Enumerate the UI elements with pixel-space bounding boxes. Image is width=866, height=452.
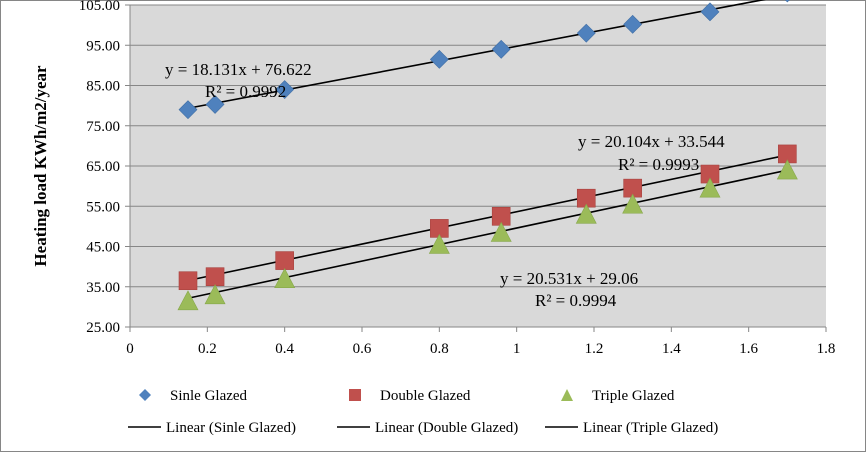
data-point-triangle-0 (177, 290, 199, 311)
legend-marker-triangle (561, 389, 573, 401)
data-markers (177, 0, 798, 311)
data-point-square-1 (205, 267, 225, 286)
y-tick-label: 45.00 (86, 240, 120, 256)
y-tick-label: 35.00 (86, 280, 120, 296)
trendline-r2-2: R² = 0.9994 (535, 291, 617, 310)
trendline-equation-2: y = 20.531x + 29.06 (500, 269, 638, 288)
y-tick-label: 85.00 (86, 79, 120, 95)
trendline-equation-1: y = 20.104x + 33.544 (578, 132, 725, 151)
legend-label-series-0: Sinle Glazed (170, 388, 248, 404)
y-tick-label: 25.00 (86, 320, 120, 336)
y-axis-title: Heating load KWh/m2/year (31, 65, 50, 267)
data-point-square-2 (275, 251, 294, 270)
legend-marker-square (349, 389, 361, 401)
equation-labels: y = 18.131x + 76.622 R² = 0.9992 y = 20.10… (165, 60, 725, 310)
y-tick-label: 105.00 (79, 0, 120, 14)
x-tick-label: 0.6 (353, 341, 372, 357)
data-point-diamond-5 (576, 23, 596, 43)
data-point-diamond-6 (623, 14, 643, 34)
y-tick-label: 95.00 (86, 38, 120, 54)
data-point-triangle-3 (428, 233, 450, 254)
legend-label-trend-0: Linear (Sinle Glazed) (166, 420, 296, 436)
data-point-triangle-5 (575, 203, 597, 224)
axes: 25.00 35.00 45.00 55.00 65.00 75.00 85.00 95.00… (79, 0, 836, 357)
trendline-r2-0: R² = 0.9992 (205, 82, 286, 101)
data-point-diamond-2 (275, 80, 295, 99)
legend-label-series-1: Double Glazed (380, 388, 471, 404)
trendline-r2-1: R² = 0.9993 (618, 155, 699, 174)
data-point-triangle-2 (274, 268, 296, 289)
data-point-diamond-7 (700, 2, 720, 22)
data-point-triangle-7 (699, 177, 721, 198)
x-tick-label: 1.4 (662, 341, 681, 357)
data-point-triangle-8 (776, 159, 798, 180)
data-point-square-0 (178, 271, 198, 291)
legend-label-trend-1: Linear (Double Glazed) (375, 420, 518, 436)
trendline-equation-0: y = 18.131x + 76.622 (165, 60, 312, 79)
x-tick-label: 0.8 (430, 341, 449, 357)
y-tick-label: 65.00 (86, 159, 120, 175)
data-point-diamond-0 (178, 100, 198, 120)
data-point-triangle-4 (490, 221, 512, 242)
y-tick-label: 55.00 (86, 199, 120, 215)
legend: Sinle Glazed Double Glazed Triple Glazed Li… (128, 388, 718, 436)
x-tick-label: 1.2 (585, 341, 604, 357)
data-point-diamond-1 (205, 94, 225, 114)
legend-label-series-2: Triple Glazed (592, 388, 675, 404)
data-point-triangle-6 (622, 193, 644, 214)
legend-label-trend-2: Linear (Triple Glazed) (583, 420, 718, 436)
data-point-diamond-8 (784, 0, 790, 3)
data-point-diamond-4 (491, 39, 511, 59)
x-tick-label: 1.6 (739, 341, 758, 357)
x-tick-label: 0 (126, 341, 134, 357)
x-tick-label: 0.4 (275, 341, 294, 357)
legend-marker-diamond (139, 389, 151, 401)
y-tick-label: 75.00 (86, 119, 120, 135)
data-point-triangle-1 (204, 284, 226, 305)
x-tick-label: 0.2 (198, 341, 217, 357)
data-point-diamond-3 (429, 49, 449, 69)
x-tick-label: 1 (513, 341, 521, 357)
x-tick-label: 1.8 (817, 341, 836, 357)
